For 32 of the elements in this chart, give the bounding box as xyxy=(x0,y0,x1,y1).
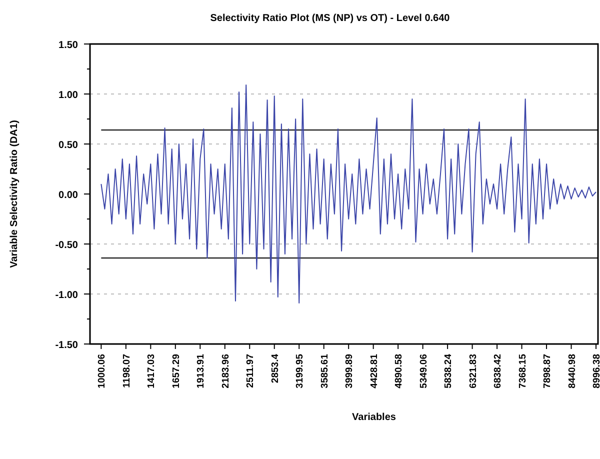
x-tick-label: 4890.58 xyxy=(394,354,405,388)
x-axis-title: Variables xyxy=(352,412,396,423)
x-tick-label: 1000.06 xyxy=(96,354,108,388)
x-tick-label: 3999.89 xyxy=(344,354,356,388)
x-tick-label: 2853.4 xyxy=(270,353,281,384)
x-tick-label: 3585.61 xyxy=(319,353,330,388)
y-tick-label: 1.00 xyxy=(58,90,78,101)
y-tick-label: -0.50 xyxy=(55,240,78,251)
x-tick-label: 8440.98 xyxy=(566,354,578,388)
x-tick-label: 5349.06 xyxy=(418,354,430,388)
x-tick-label: 2183.96 xyxy=(220,354,232,388)
x-tick-label: 6838.42 xyxy=(492,354,504,388)
x-tick-label: 4428.81 xyxy=(368,353,380,388)
chart-title: Selectivity Ratio Plot (MS (NP) vs OT) - Level 0.640 xyxy=(210,13,450,24)
y-axis-title: Variable Selectivity Ratio (DA1) xyxy=(9,120,20,268)
x-tick-label: 3199.95 xyxy=(294,353,306,388)
line-series xyxy=(100,84,596,304)
y-tick-label: 1.50 xyxy=(58,40,78,51)
y-tick-label: -1.00 xyxy=(55,290,78,301)
x-tick-label: 1913.91 xyxy=(196,353,207,388)
x-tick-label: 2511.97 xyxy=(245,354,256,388)
x-tick-label: 6321.83 xyxy=(468,354,479,388)
x-tick-label: 1198.07 xyxy=(121,354,132,388)
x-tick-label: 1657.29 xyxy=(170,354,182,388)
y-tick-label: -1.50 xyxy=(55,340,78,351)
x-tick-label: 1417.03 xyxy=(146,354,158,388)
y-tick-label: 0.00 xyxy=(58,190,78,201)
x-tick-label: 5838.24 xyxy=(443,353,454,388)
x-tick-label: 7898.87 xyxy=(542,354,554,388)
y-tick-label: 0.50 xyxy=(58,140,78,151)
x-tick-label: 7368.15 xyxy=(517,353,528,388)
x-tick-label: 8996.38 xyxy=(592,354,600,388)
